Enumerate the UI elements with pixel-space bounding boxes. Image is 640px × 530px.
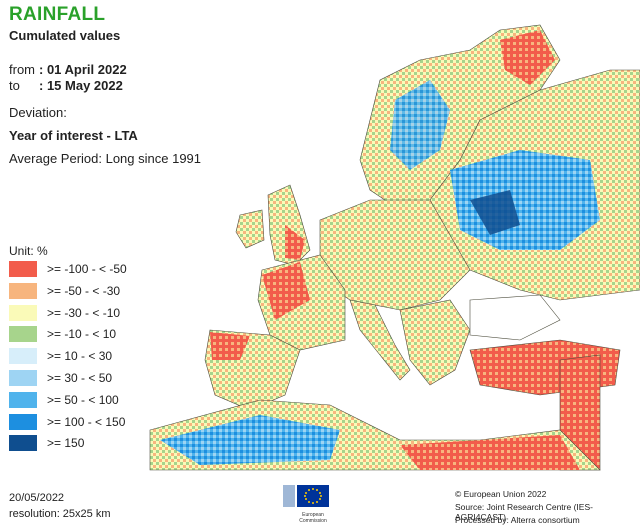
from-value: : 01 April 2022 — [39, 62, 127, 77]
european-commission-logo: European Commission — [281, 483, 349, 525]
map-legend: Unit: % >= -100 - < -50 >= -50 - < -30 >= … — [9, 244, 127, 457]
legend-swatch — [9, 304, 37, 321]
resolution-label: resolution: 25x25 km — [9, 508, 111, 520]
legend-swatch — [9, 348, 37, 365]
issue-date: 20/05/2022 — [9, 492, 65, 504]
to-label: to — [9, 78, 20, 93]
legend-label: >= 100 - < 150 — [47, 414, 126, 429]
legend-item: >= 10 - < 30 — [9, 348, 112, 370]
legend-unit: Unit: % — [9, 244, 48, 258]
legend-item: >= -30 - < -10 — [9, 304, 120, 327]
source-note: Source: Joint Research Centre (IES-AGRI4… — [455, 502, 593, 522]
to-value: : 15 May 2022 — [39, 78, 123, 93]
finland-dry-area — [500, 30, 555, 85]
north-africa-dry-area — [400, 435, 580, 470]
legend-items: >= -100 - < -50 >= -50 - < -30 >= -30 - < … — [9, 261, 127, 457]
legend-item: >= -10 - < 10 — [9, 326, 116, 348]
legend-swatch — [9, 261, 37, 277]
italy-region — [349, 299, 411, 381]
scandinavia-wet-area — [390, 80, 450, 170]
legend-swatch — [9, 435, 37, 452]
iberia-dry-area — [210, 332, 250, 360]
legend-swatch — [9, 326, 37, 343]
legend-label: >= -30 - < -10 — [47, 305, 121, 320]
processed-note: Processed by: Alterra consortium — [455, 515, 580, 525]
uk-dry-area — [285, 225, 305, 260]
legend-item: >= 30 - < 50 — [9, 369, 112, 392]
deviation-year: Year of interest - LTA — [9, 128, 138, 143]
deviation-heading: Deviation: — [9, 105, 67, 120]
svg-text:Commission: Commission — [299, 518, 327, 524]
legend-swatch — [9, 413, 37, 430]
legend-label: >= 10 - < 30 — [47, 349, 113, 364]
black-sea-shape — [469, 294, 561, 341]
balkans-region — [399, 299, 471, 386]
legend-label: >= 30 - < 50 — [47, 370, 113, 385]
legend-label: >= -100 - < -50 — [47, 262, 127, 276]
legend-label: >= -50 - < -30 — [47, 283, 121, 298]
legend-swatch — [9, 369, 37, 386]
period-to: to : 15 May 2022 — [9, 78, 123, 93]
eastern-europe-very-wet-core — [470, 190, 520, 235]
copyright-note: © European Union 2022 — [455, 489, 547, 499]
legend-swatch — [9, 282, 37, 299]
deviation-average: Average Period: Long since 1991 — [9, 151, 202, 166]
legend-item: >= 100 - < 150 — [9, 413, 125, 436]
legend-swatch — [9, 391, 37, 408]
north-africa-wet-area — [160, 415, 340, 465]
legend-item: >= -50 - < -30 — [9, 282, 120, 305]
from-label: from — [9, 62, 35, 77]
legend-label: >= 150 — [47, 436, 85, 451]
legend-item: >= 150 — [9, 435, 84, 457]
legend-label: >= -10 - < 10 — [47, 327, 117, 342]
france-dry-area — [262, 262, 310, 320]
legend-item: >= -100 - < -50 — [9, 261, 127, 283]
map-subtitle: Cumulated values — [9, 28, 121, 43]
legend-label: >= 50 - < 100 — [47, 392, 119, 407]
map-title: RAINFALL — [9, 4, 106, 25]
ireland-region — [235, 209, 265, 249]
svg-text:European: European — [302, 512, 324, 518]
period-from: from : 01 April 2022 — [9, 62, 127, 77]
legend-item: >= 50 - < 100 — [9, 391, 119, 414]
